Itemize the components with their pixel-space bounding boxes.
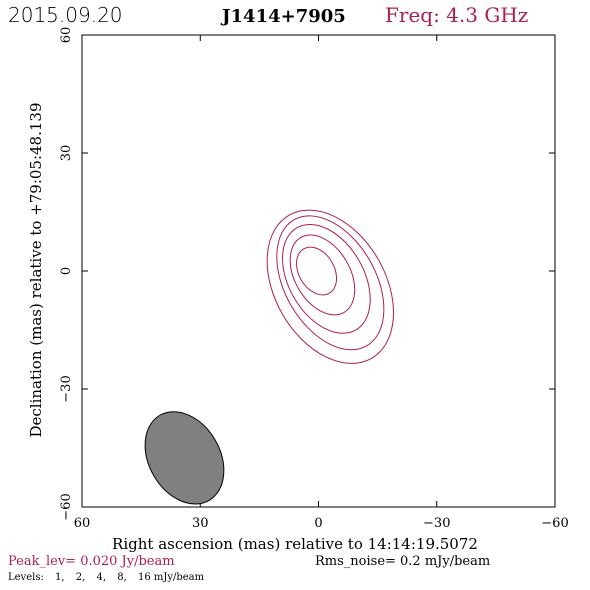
- x-tick-label: −30: [423, 516, 450, 531]
- x-tick-label: 30: [192, 516, 209, 531]
- y-tick-label: 30: [59, 145, 74, 162]
- level-4: 8,: [117, 572, 127, 583]
- x-tick-label: −60: [541, 516, 568, 531]
- contour-level-4: [282, 223, 371, 334]
- contour-levels: Levels: 1, 2, 4, 8, 16 mJy/beam: [8, 572, 204, 583]
- y-tick-label: −30: [59, 375, 74, 402]
- observation-date: 2015.09.20: [8, 3, 123, 27]
- contour-level-1: [266, 209, 394, 364]
- contour-level-8: [289, 234, 356, 316]
- level-1: 1,: [55, 572, 65, 583]
- contour-level-2: [276, 215, 385, 351]
- x-axis-label: Right ascension (mas) relative to 14:14:…: [112, 535, 478, 553]
- rms-noise: Rms_noise= 0.2 mJy/beam: [315, 554, 491, 569]
- x-tick-label: 60: [74, 516, 91, 531]
- beam-ellipse: [144, 411, 225, 505]
- level-2: 2,: [75, 572, 86, 583]
- y-axis-label: Declination (mas) relative to +79:05:48.…: [27, 102, 45, 437]
- plot-marks: 60 30 0 −30 −60 −60 −30 0 30 60: [59, 27, 569, 531]
- level-5: 16 mJy/beam: [137, 572, 205, 583]
- level-3: 4,: [96, 572, 107, 583]
- x-tick-label: 0: [314, 516, 322, 531]
- y-tick-label: 60: [59, 27, 74, 44]
- peak-level: Peak_lev= 0.020 Jy/beam: [8, 554, 175, 569]
- source-name: J1414+7905: [222, 6, 346, 27]
- contour-level-16: [296, 246, 338, 296]
- y-tick-label: 0: [59, 267, 74, 275]
- levels-label: Levels:: [8, 572, 44, 583]
- y-tick-label: −60: [59, 493, 74, 520]
- frequency-label: Freq: 4.3 GHz: [385, 3, 529, 27]
